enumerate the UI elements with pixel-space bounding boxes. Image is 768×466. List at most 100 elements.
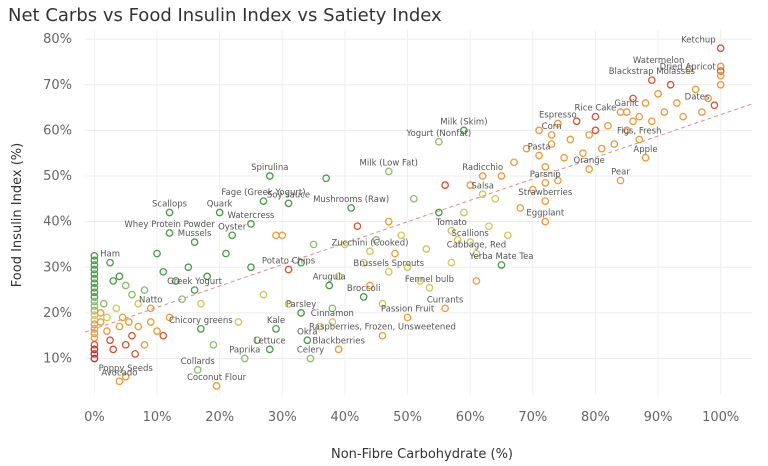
data-point	[109, 345, 118, 354]
data-point	[660, 108, 669, 116]
data-point	[115, 377, 124, 386]
point-label: Soy sauce	[267, 190, 310, 200]
point-label: Chicory greens	[169, 316, 233, 326]
x-tick-label: 100%	[702, 410, 739, 425]
y-tick-label: 80%	[43, 32, 72, 47]
point-label: Paprika	[229, 346, 260, 356]
data-point	[466, 238, 475, 247]
data-point	[710, 101, 719, 110]
data-point	[259, 290, 268, 299]
data-point	[341, 240, 349, 249]
data-point	[90, 329, 99, 338]
data-point	[497, 261, 506, 269]
data-point	[416, 277, 424, 285]
x-tick-label: 90%	[644, 410, 673, 425]
data-point	[121, 372, 130, 381]
data-point	[146, 318, 155, 326]
point-label: Pasta	[528, 142, 551, 152]
point-label: Currants	[427, 295, 464, 305]
data-point	[472, 277, 481, 285]
data-point	[516, 204, 525, 212]
data-point	[510, 158, 518, 167]
point-label: Watermelon	[633, 56, 684, 66]
x-tick-label: 30%	[268, 410, 297, 425]
point-label: Collards	[181, 357, 216, 367]
point-label: Milk (Low Fat)	[360, 158, 418, 168]
point-label: Cabbage, Red	[447, 241, 506, 251]
data-point	[90, 297, 99, 306]
data-point	[306, 354, 315, 363]
data-point	[334, 345, 343, 354]
point-label: Pear	[611, 168, 630, 178]
data-point	[234, 318, 243, 326]
point-label: Celery	[297, 346, 324, 356]
data-point	[328, 304, 337, 313]
data-point	[409, 194, 418, 203]
data-point	[278, 231, 287, 240]
data-point	[553, 176, 562, 185]
point-label: Orange	[573, 156, 604, 166]
data-point	[90, 324, 99, 333]
data-point	[316, 322, 324, 331]
point-label: Ham	[100, 250, 120, 260]
data-point	[435, 208, 443, 217]
point-label: Radicchio	[462, 163, 503, 173]
data-point	[541, 178, 550, 187]
data-point	[153, 249, 161, 258]
y-tick-label: 60%	[43, 123, 72, 138]
grid-layer	[85, 30, 752, 395]
y-tick-label: 10%	[43, 352, 72, 367]
data-point	[134, 299, 143, 308]
data-point	[112, 304, 121, 313]
point-label: Poppy Seeds	[99, 364, 154, 374]
data-point	[197, 299, 205, 308]
data-point	[90, 256, 99, 265]
data-point	[478, 190, 487, 199]
point-label: Zucchini (Cooked)	[331, 238, 408, 248]
data-point	[165, 229, 174, 237]
point-label: Natto	[139, 295, 162, 305]
data-point	[579, 149, 587, 158]
x-tick-label: 50%	[393, 410, 422, 425]
y-tick-label: 20%	[43, 306, 72, 321]
data-point	[297, 309, 305, 317]
data-point	[541, 163, 550, 171]
x-tick-label: 20%	[205, 410, 234, 425]
data-point	[90, 265, 99, 274]
data-point	[265, 172, 274, 180]
data-point	[165, 208, 174, 217]
point-label: Scallions	[451, 229, 489, 239]
points-layer	[90, 44, 725, 390]
data-point	[553, 119, 562, 128]
point-label: Greek Yogurt	[167, 277, 223, 287]
data-point	[121, 281, 130, 290]
data-point	[118, 313, 127, 322]
data-point	[622, 126, 631, 135]
data-point	[535, 126, 543, 135]
data-point	[384, 217, 393, 226]
data-point	[90, 340, 99, 349]
data-point	[159, 331, 168, 340]
point-label: Mussels	[178, 229, 212, 239]
data-point	[366, 247, 374, 256]
point-label: Espresso	[539, 111, 577, 121]
data-point	[403, 313, 412, 322]
data-point	[466, 181, 475, 189]
data-point	[222, 249, 230, 258]
trendline	[84, 103, 753, 333]
data-point	[378, 331, 387, 340]
data-point	[99, 299, 108, 308]
data-point	[90, 279, 99, 288]
data-point	[453, 236, 462, 244]
point-label: Yogurt (Nonfat)	[406, 129, 472, 139]
data-point	[503, 231, 512, 240]
data-point	[347, 204, 356, 212]
data-point	[422, 245, 431, 253]
data-point	[635, 135, 644, 144]
point-label: Scallops	[152, 200, 188, 210]
data-point	[247, 220, 255, 228]
point-label: Lettuce	[254, 336, 286, 346]
point-label: Okra	[297, 327, 317, 337]
ticks-layer: 10% 20% 30% 40% 50% 60% 70% 80% 0% 10% 20% 30% 40% 50…	[43, 32, 739, 425]
